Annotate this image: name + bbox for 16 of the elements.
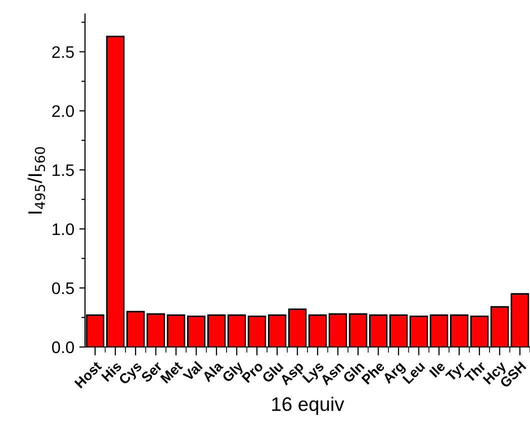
x-tick-label: Pro: [242, 360, 264, 384]
y-tick-label: 2.5: [52, 46, 74, 58]
y-tick-label: 0.0: [52, 341, 74, 354]
y-tick-label: 1.0: [52, 223, 74, 236]
x-tick-label: Met: [160, 360, 184, 384]
x-tick-label: Ala: [201, 360, 224, 382]
x-tick-label: His: [100, 360, 122, 382]
y-tick-label: 2.0: [52, 105, 74, 118]
x-axis-title: 16 equiv: [272, 396, 344, 415]
x-tick-label: Thr: [464, 360, 486, 384]
x-tick-label: Glu: [261, 360, 284, 384]
y-axis-title: I$_{495}$/I$_{560}$: [28, 147, 46, 214]
x-tick-label: Val: [182, 360, 203, 382]
y-tick-label: 0.5: [52, 282, 74, 294]
y-tick-label: 1.5: [52, 164, 74, 176]
x-tick-label: Ile: [428, 360, 446, 378]
